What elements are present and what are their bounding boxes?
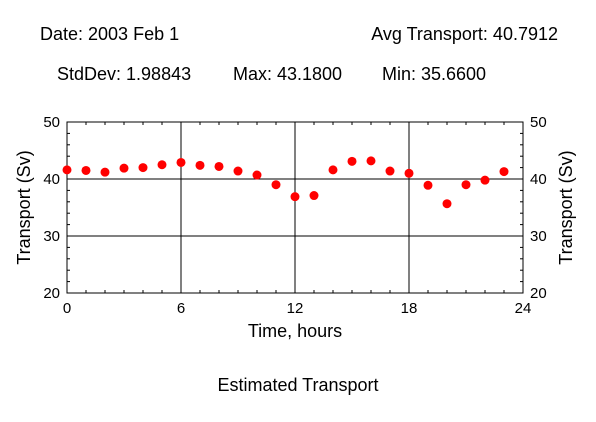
- data-point: [271, 180, 281, 190]
- y-tick-label-left: 50: [43, 114, 60, 131]
- x-tick-label: 0: [63, 300, 71, 317]
- data-point: [309, 191, 319, 201]
- data-point: [480, 175, 490, 185]
- data-point: [499, 167, 509, 177]
- data-point: [214, 161, 224, 171]
- y-tick-label-right: 30: [530, 228, 547, 245]
- data-point: [366, 156, 376, 166]
- x-tick-label: 18: [401, 300, 418, 317]
- y-tick-label-right: 50: [530, 114, 547, 131]
- data-point: [461, 180, 471, 190]
- y-axis-label-left: Transport (Sv): [14, 150, 34, 264]
- avg-transport-label: Avg Transport: 40.7912: [371, 24, 558, 44]
- data-point: [290, 192, 300, 202]
- data-point: [195, 160, 205, 170]
- chart-caption: Estimated Transport: [217, 375, 379, 395]
- data-point: [119, 163, 129, 173]
- data-point: [404, 168, 414, 178]
- grid-lines: [67, 122, 523, 293]
- data-point: [176, 157, 186, 167]
- data-point: [328, 165, 338, 175]
- x-axis-label: Time, hours: [248, 321, 342, 341]
- data-points: [62, 156, 509, 209]
- stddev-label: StdDev: 1.98843: [57, 64, 192, 84]
- data-point: [138, 163, 148, 173]
- y-tick-label-left: 40: [43, 171, 60, 188]
- x-tick-label: 6: [177, 300, 185, 317]
- data-point: [347, 156, 357, 166]
- y-tick-label-left: 20: [43, 285, 60, 302]
- max-label: Max: 43.1800: [233, 64, 343, 84]
- data-point: [252, 170, 262, 180]
- data-point: [100, 167, 110, 177]
- min-label: Min: 35.6600: [382, 64, 487, 84]
- data-point: [385, 166, 395, 176]
- data-point: [442, 199, 452, 209]
- y-tick-label-left: 30: [43, 228, 60, 245]
- data-point: [233, 166, 243, 176]
- date-label: Date: 2003 Feb 1: [40, 24, 180, 44]
- data-point: [62, 165, 72, 175]
- data-point: [423, 180, 433, 190]
- y-tick-label-right: 40: [530, 171, 547, 188]
- y-axis-label-right: Transport (Sv): [556, 150, 576, 264]
- data-point: [81, 165, 91, 175]
- y-tick-label-right: 20: [530, 285, 547, 302]
- data-point: [157, 160, 167, 170]
- x-tick-label: 24: [515, 300, 532, 317]
- x-tick-label: 12: [287, 300, 304, 317]
